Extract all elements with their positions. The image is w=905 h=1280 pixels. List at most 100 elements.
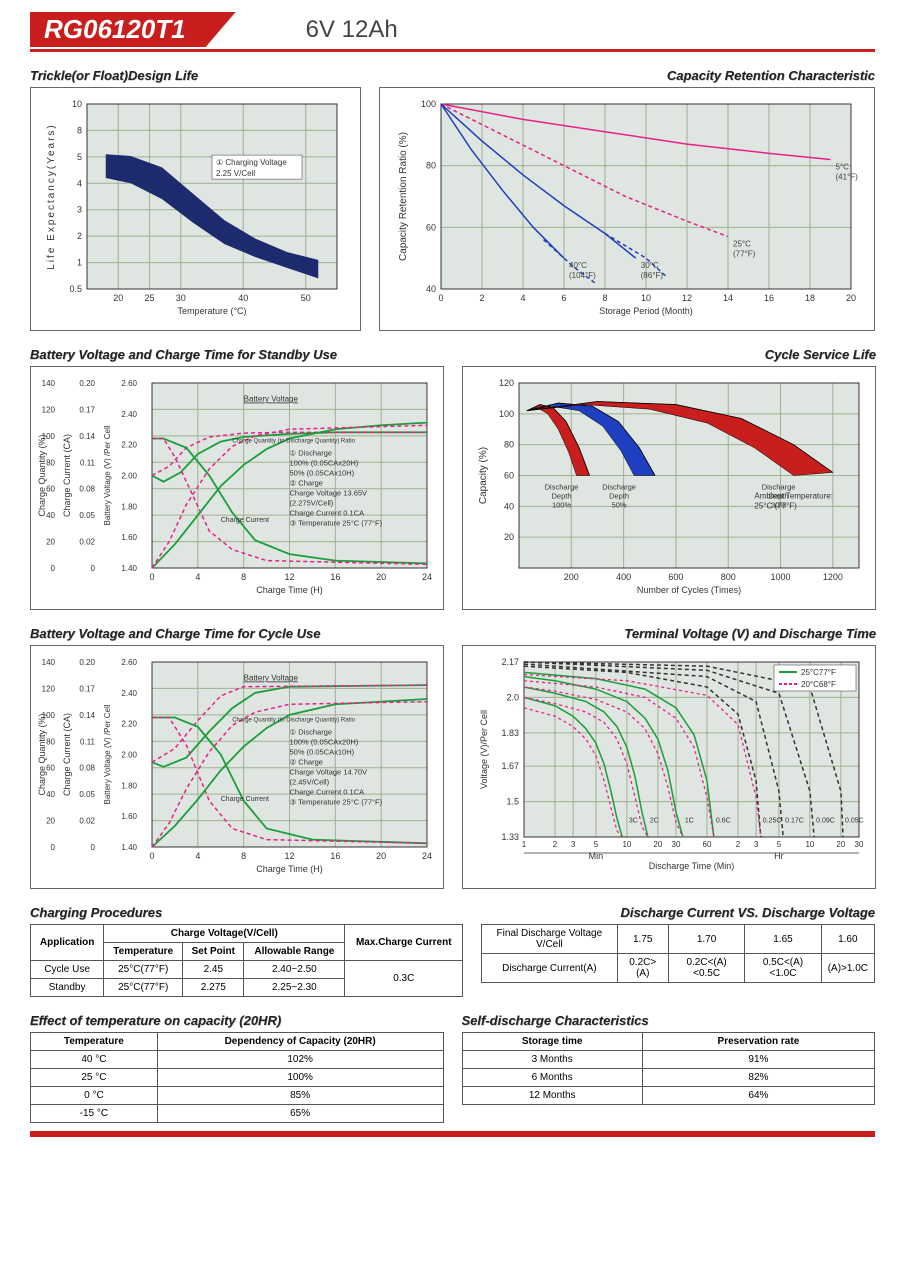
t2c: 0.2C>(A)	[617, 954, 668, 983]
svg-text:0.08: 0.08	[79, 485, 95, 494]
t4c: 6 Months	[462, 1069, 642, 1087]
svg-text:2.25 V/Cell: 2.25 V/Cell	[216, 169, 255, 178]
svg-text:Depth: Depth	[552, 492, 572, 501]
svg-text:Life Expectancy(Years): Life Expectancy(Years)	[46, 123, 57, 269]
svg-text:1.40: 1.40	[121, 564, 137, 573]
table4: Storage timePreservation rate 3 Months91…	[462, 1032, 876, 1105]
svg-text:25: 25	[144, 293, 154, 303]
svg-text:② Charge: ② Charge	[290, 479, 323, 488]
svg-text:30: 30	[672, 840, 681, 849]
t1c: Cycle Use	[31, 961, 104, 979]
table2: Final Discharge Voltage V/Cell1.751.701.…	[481, 924, 875, 983]
svg-text:Hr: Hr	[774, 851, 784, 861]
svg-text:16: 16	[764, 293, 774, 303]
chart5-title: Battery Voltage and Charge Time for Cycl…	[30, 626, 444, 641]
svg-text:Charge Current 0.1CA: Charge Current 0.1CA	[290, 509, 365, 518]
svg-text:50: 50	[301, 293, 311, 303]
svg-text:(77°F): (77°F)	[733, 250, 756, 259]
svg-text:20: 20	[504, 532, 514, 542]
svg-text:2.40: 2.40	[121, 689, 137, 698]
t3c: 25 °C	[31, 1069, 158, 1087]
t4h: Preservation rate	[642, 1033, 874, 1051]
svg-text:100% (0.05CAx20H): 100% (0.05CAx20H)	[290, 459, 359, 468]
svg-text:2.20: 2.20	[121, 441, 137, 450]
red-rule	[30, 49, 875, 52]
svg-text:0.17C: 0.17C	[785, 817, 804, 824]
svg-text:4: 4	[195, 851, 200, 861]
svg-text:10: 10	[72, 99, 82, 109]
svg-text:60: 60	[504, 471, 514, 481]
svg-text:Discharge: Discharge	[602, 483, 636, 492]
svg-text:1.80: 1.80	[121, 502, 137, 511]
svg-text:5°C: 5°C	[835, 163, 849, 172]
svg-text:4: 4	[520, 293, 525, 303]
t1c: 2.40~2.50	[244, 961, 345, 979]
t1c: 2.25~2.30	[244, 979, 345, 997]
t2c: Discharge Current(A)	[482, 954, 617, 983]
svg-text:0: 0	[149, 572, 154, 582]
header: RG06120T1 6V 12Ah	[30, 12, 875, 47]
svg-text:Charge Voltage 13.65V: Charge Voltage 13.65V	[290, 489, 368, 498]
t3c: 0 °C	[31, 1087, 158, 1105]
t4c: 3 Months	[462, 1051, 642, 1069]
svg-text:30: 30	[855, 840, 864, 849]
svg-text:16: 16	[330, 572, 340, 582]
t1-sh2: Set Point	[183, 943, 244, 961]
svg-text:Ambient Temperature:: Ambient Temperature:	[754, 492, 833, 501]
t1-sh1: Temperature	[104, 943, 183, 961]
svg-text:0.20: 0.20	[79, 379, 95, 388]
svg-text:20: 20	[376, 851, 386, 861]
t2c: 1.70	[668, 925, 744, 954]
svg-text:Capacity (%): Capacity (%)	[478, 447, 489, 504]
svg-text:3: 3	[754, 840, 759, 849]
svg-text:40: 40	[238, 293, 248, 303]
svg-text:0.05: 0.05	[79, 790, 95, 799]
svg-text:140: 140	[42, 379, 56, 388]
svg-text:140: 140	[42, 658, 56, 667]
svg-text:12: 12	[682, 293, 692, 303]
svg-text:80: 80	[426, 161, 436, 171]
svg-text:0.20: 0.20	[79, 658, 95, 667]
svg-text:120: 120	[42, 405, 56, 414]
svg-text:2: 2	[553, 840, 558, 849]
svg-text:20°C68°F: 20°C68°F	[801, 680, 836, 689]
svg-text:0: 0	[51, 564, 56, 573]
t1c: 25°C(77°F)	[104, 961, 183, 979]
svg-text:10: 10	[622, 840, 631, 849]
svg-text:400: 400	[616, 572, 631, 582]
svg-text:0.08: 0.08	[79, 764, 95, 773]
t1c: 2.275	[183, 979, 244, 997]
svg-text:10: 10	[641, 293, 651, 303]
svg-text:0: 0	[149, 851, 154, 861]
svg-text:20: 20	[46, 817, 55, 826]
svg-text:(86°F): (86°F)	[641, 271, 664, 280]
svg-text:12: 12	[284, 572, 294, 582]
chart3: 0481216202402040608010012014000.020.050.…	[30, 366, 444, 610]
t4c: 12 Months	[462, 1087, 642, 1105]
t1-h1: Application	[31, 925, 104, 961]
chart2-title: Capacity Retention Characteristic	[379, 68, 875, 83]
t1c: 25°C(77°F)	[104, 979, 183, 997]
svg-text:0.09C: 0.09C	[816, 817, 835, 824]
svg-text:12: 12	[284, 851, 294, 861]
t2c: 0.5C<(A)<1.0C	[745, 954, 821, 983]
svg-text:3C: 3C	[629, 817, 638, 824]
chart1: 20253040500.512345810Temperature (°C)Lif…	[30, 87, 361, 331]
svg-text:40°C: 40°C	[569, 261, 587, 270]
svg-text:② Charge: ② Charge	[290, 758, 323, 767]
chart4: 2004006008001000120020406080100120Discha…	[462, 366, 876, 610]
svg-text:① Discharge: ① Discharge	[290, 449, 333, 458]
red-rule-bottom	[30, 1131, 875, 1137]
svg-text:Battery Voltage: Battery Voltage	[244, 674, 299, 683]
svg-text:24: 24	[422, 572, 432, 582]
svg-text:1000: 1000	[771, 572, 791, 582]
table4-title: Self-discharge Characteristics	[462, 1013, 876, 1028]
svg-text:80: 80	[504, 440, 514, 450]
svg-text:20: 20	[836, 840, 845, 849]
svg-text:1.60: 1.60	[121, 812, 137, 821]
svg-text:60: 60	[46, 485, 55, 494]
svg-text:20: 20	[46, 538, 55, 547]
svg-text:6: 6	[561, 293, 566, 303]
t4c: 91%	[642, 1051, 874, 1069]
svg-text:Charge Current: Charge Current	[221, 517, 269, 524]
